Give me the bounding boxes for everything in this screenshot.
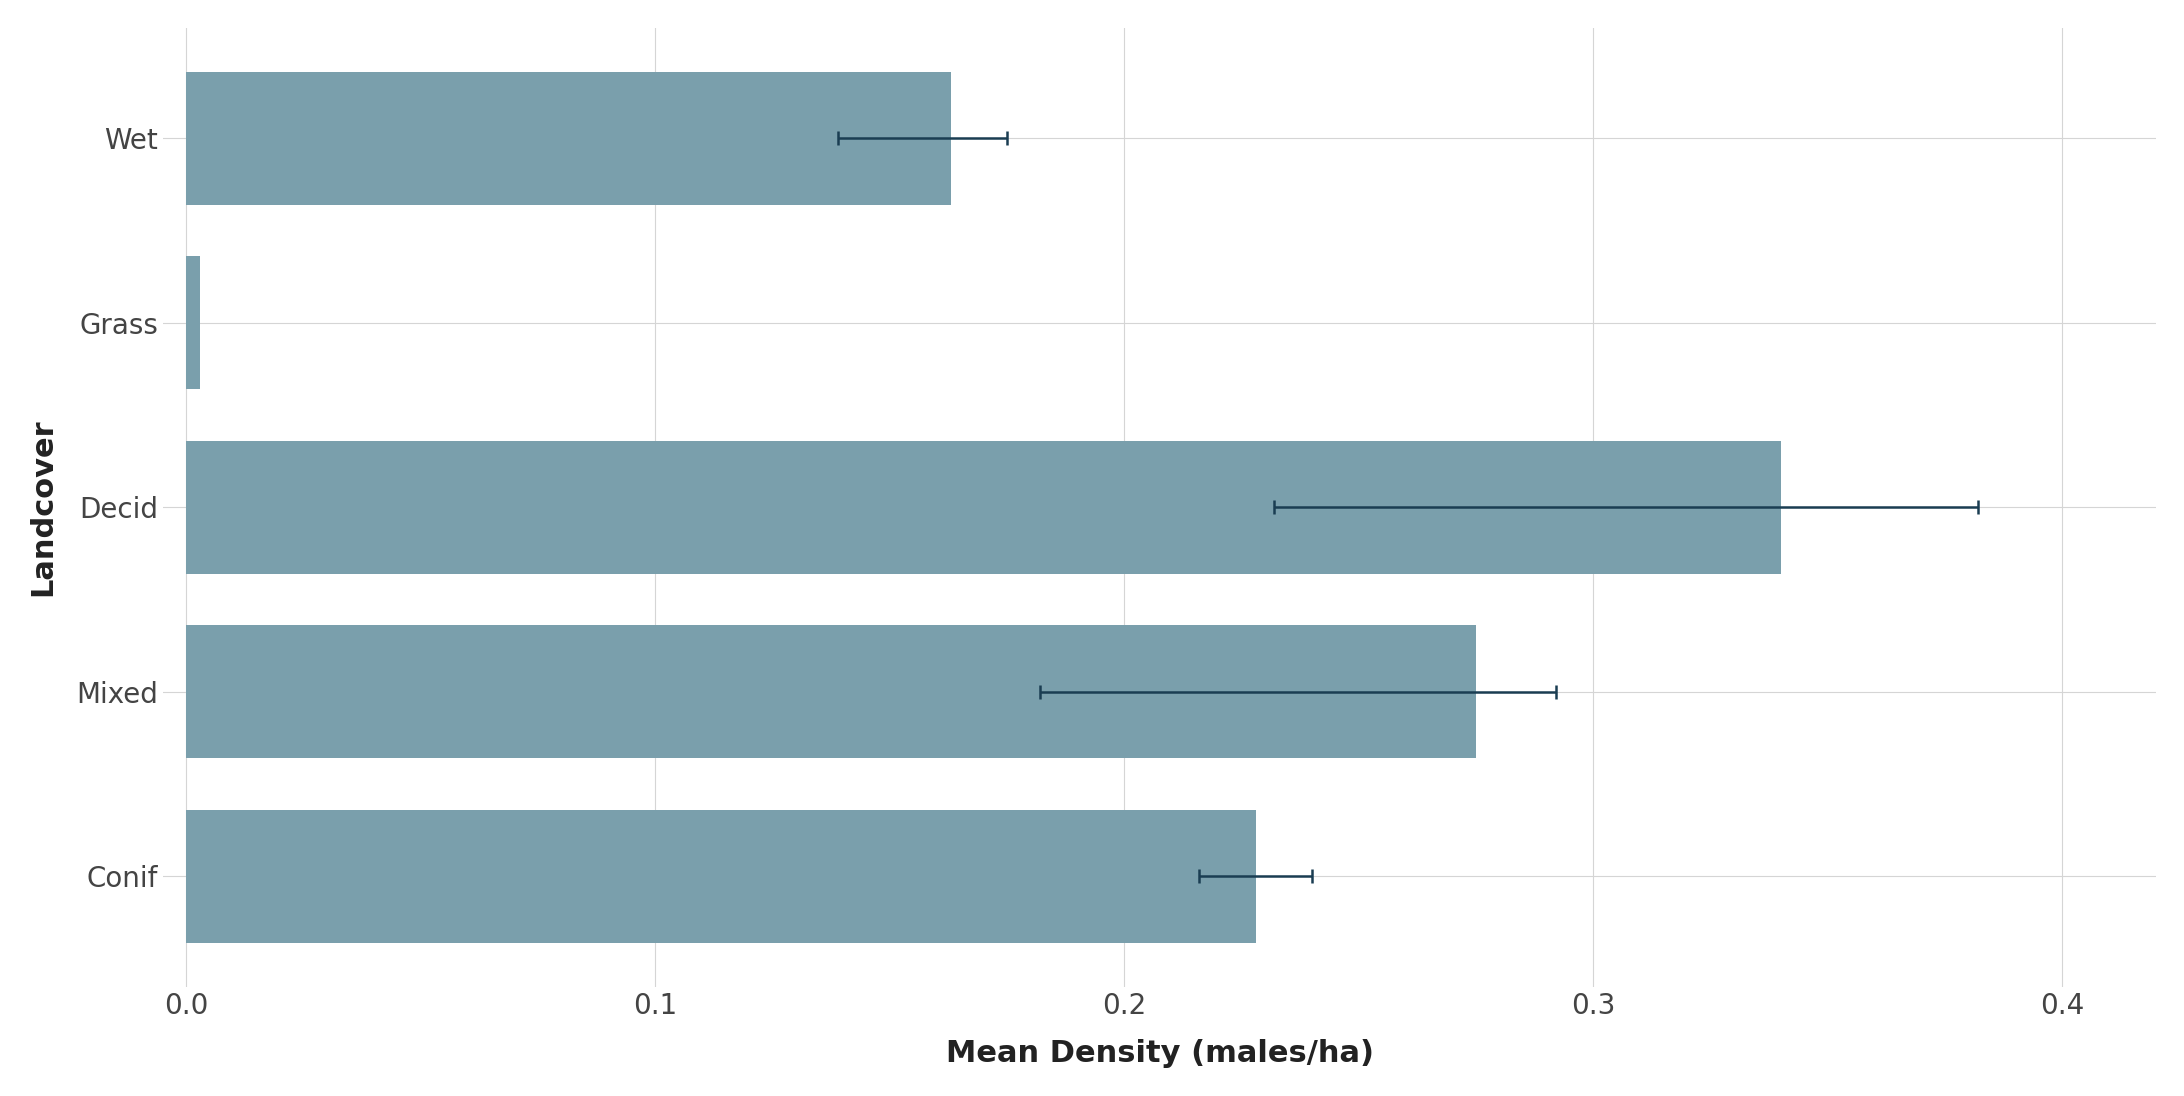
Bar bbox=[186, 256, 201, 389]
Bar bbox=[186, 441, 1780, 573]
Bar bbox=[186, 72, 950, 205]
Y-axis label: Landcover: Landcover bbox=[28, 419, 57, 596]
X-axis label: Mean Density (males/ha): Mean Density (males/ha) bbox=[946, 1039, 1374, 1069]
Bar bbox=[186, 810, 1256, 943]
Bar bbox=[186, 626, 1476, 758]
